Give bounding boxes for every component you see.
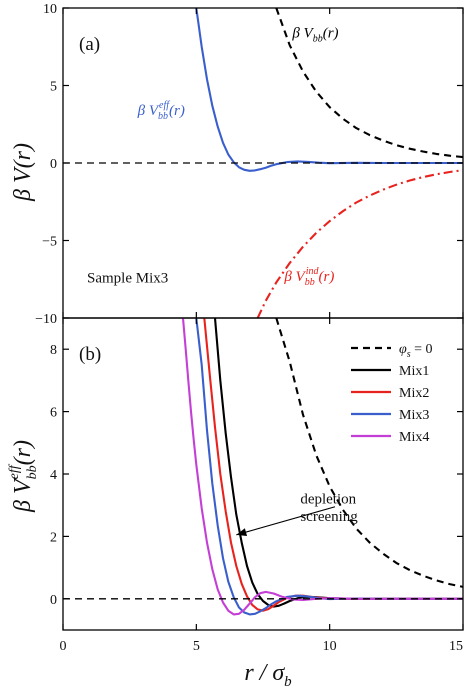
x-tick-label: 5 bbox=[193, 639, 200, 654]
x-tick-label: 0 bbox=[60, 639, 67, 654]
legend-label: Mix1 bbox=[399, 364, 429, 379]
series-line-0 bbox=[275, 8, 463, 159]
annotation-0: Sample Mix3 bbox=[87, 270, 168, 286]
annotation-1: β Vbb(r) bbox=[291, 25, 338, 44]
annotation-2: β Vbbeff(r) bbox=[137, 100, 185, 122]
y-tick-label: 4 bbox=[50, 468, 57, 483]
series-group bbox=[63, 318, 463, 616]
series-line-2 bbox=[203, 318, 463, 612]
y-tick-label: −10 bbox=[35, 312, 57, 327]
legend-label: Mix4 bbox=[399, 430, 429, 445]
panel-a: −10 −5 0 5 10 (a) Sample Mix3 β Vbb(r) β Vbbeff(… bbox=[35, 2, 464, 327]
legend-label: φs = 0 bbox=[399, 342, 433, 360]
y-tick-label: −5 bbox=[42, 235, 57, 250]
legend-label: Mix3 bbox=[399, 408, 429, 423]
panel-label: (b) bbox=[79, 344, 101, 365]
y-tick-label: 0 bbox=[50, 593, 57, 608]
series-line-1 bbox=[213, 318, 463, 608]
axis-titles: β V(r) β Vbbeff(r) r / σb bbox=[7, 143, 292, 690]
y-tick-label: 5 bbox=[50, 80, 57, 95]
x-tick-label: 10 bbox=[323, 639, 337, 654]
y-axis-title-a: β V(r) bbox=[10, 143, 36, 202]
series-line-3 bbox=[195, 318, 463, 616]
x-tick-label: 15 bbox=[449, 639, 463, 654]
y-tick-label: 0 bbox=[50, 157, 57, 172]
series-line-2 bbox=[256, 169, 463, 318]
series-group bbox=[63, 8, 463, 318]
arrow-line bbox=[236, 506, 336, 536]
y-tick-label: 8 bbox=[50, 343, 57, 358]
y-tick-label: 10 bbox=[43, 2, 57, 17]
legend-label: Mix2 bbox=[399, 386, 429, 401]
y-tick-label: 2 bbox=[50, 530, 57, 545]
annotation-0: depletion bbox=[300, 492, 356, 508]
panel-label: (a) bbox=[79, 34, 100, 55]
series-line-0 bbox=[275, 318, 463, 588]
arrow-head bbox=[236, 528, 248, 536]
y-axis-title-b: β Vbbeff(r) bbox=[7, 440, 40, 513]
x-axis-title: r / σb bbox=[244, 660, 292, 690]
y-tick-label: 6 bbox=[50, 406, 57, 421]
series-line-4 bbox=[181, 318, 463, 616]
annotation-3: β Vbbind(r) bbox=[283, 266, 334, 288]
annotation-1: screening bbox=[300, 509, 358, 525]
